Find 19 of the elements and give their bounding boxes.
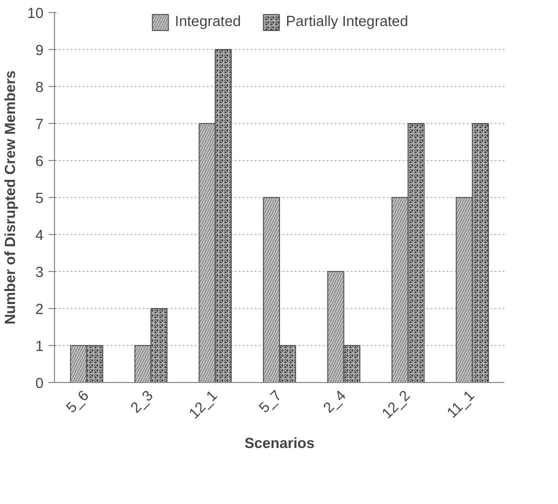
x-tick-label: 5_6 bbox=[64, 388, 92, 416]
x-tick-label: 2_3 bbox=[128, 388, 157, 416]
y-tick-label: 1 bbox=[35, 339, 44, 355]
y-tick-label: 5 bbox=[35, 191, 44, 207]
y-tick-label: 8 bbox=[35, 80, 44, 96]
y-tick-label: 7 bbox=[35, 117, 44, 133]
y-tick-label: 4 bbox=[35, 228, 44, 244]
y-tick-label: 9 bbox=[35, 43, 44, 59]
y-tick-label: 3 bbox=[35, 265, 44, 281]
legend-label: Integrated bbox=[174, 14, 241, 30]
y-tick-label: 6 bbox=[35, 154, 44, 170]
y-tick-label: 2 bbox=[35, 302, 44, 318]
y-tick-label: 0 bbox=[35, 376, 44, 392]
y-tick-label: 10 bbox=[27, 6, 44, 22]
x-tick-label: 5_7 bbox=[256, 388, 286, 416]
y-axis-title: Number of Disrupted Crew Members bbox=[3, 70, 20, 325]
legend-label: Partially Integrated bbox=[286, 14, 408, 30]
x-axis-title: Scenarios bbox=[244, 436, 315, 452]
x-tick-label: 2_4 bbox=[320, 388, 350, 416]
